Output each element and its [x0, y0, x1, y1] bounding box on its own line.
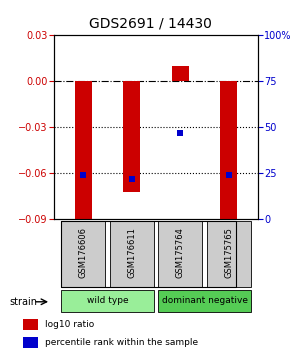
Point	[178, 130, 183, 136]
Point	[81, 172, 85, 178]
Bar	[172, 66, 189, 81]
Bar	[75, 81, 92, 223]
Bar	[158, 290, 251, 312]
Text: GDS2691 / 14430: GDS2691 / 14430	[88, 16, 212, 30]
Point	[129, 176, 134, 182]
Bar	[61, 221, 105, 287]
Text: GSM176611: GSM176611	[127, 227, 136, 278]
Bar	[207, 221, 251, 287]
Bar	[158, 221, 202, 287]
Bar	[61, 290, 154, 312]
Text: dominant negative: dominant negative	[162, 296, 248, 306]
Bar	[110, 221, 154, 287]
Text: log10 ratio: log10 ratio	[45, 320, 94, 329]
Point	[226, 172, 231, 178]
Bar	[61, 221, 236, 287]
Bar	[220, 81, 237, 223]
Text: percentile rank within the sample: percentile rank within the sample	[45, 338, 199, 347]
Text: GSM176606: GSM176606	[79, 227, 88, 278]
Bar	[23, 319, 38, 330]
Bar	[123, 81, 140, 192]
Bar	[23, 337, 38, 348]
Text: wild type: wild type	[87, 296, 128, 306]
Text: GSM175764: GSM175764	[176, 227, 185, 278]
Text: strain: strain	[9, 297, 37, 307]
Text: GSM175765: GSM175765	[224, 227, 233, 278]
